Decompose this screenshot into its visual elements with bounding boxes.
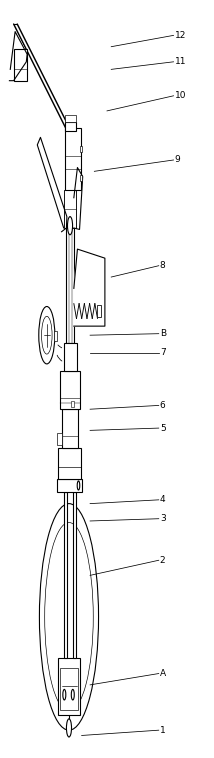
Bar [65,122,76,131]
Circle shape [66,719,71,737]
Text: 6: 6 [160,401,166,410]
Polygon shape [74,168,83,230]
Text: A: A [160,669,166,678]
Bar [64,492,67,659]
Bar [15,49,27,80]
Circle shape [77,481,80,490]
Bar [80,175,82,181]
Polygon shape [9,32,27,80]
Text: 3: 3 [160,514,166,523]
Bar [73,492,76,659]
Bar [80,146,82,152]
Circle shape [42,316,52,354]
Bar [65,114,76,122]
Text: 12: 12 [175,31,186,40]
Bar [65,128,81,190]
Bar [54,330,57,341]
Text: 1: 1 [160,725,166,735]
Bar [64,190,76,228]
Bar [60,371,80,409]
Text: 10: 10 [175,91,186,100]
Bar [57,479,82,492]
Text: 7: 7 [160,348,166,357]
Bar [66,143,74,343]
Circle shape [71,689,74,700]
Bar [97,305,101,317]
Text: 9: 9 [175,155,180,164]
Bar [66,341,74,492]
Circle shape [63,689,66,700]
Text: 4: 4 [160,495,165,504]
Bar [57,434,62,445]
Bar [71,401,74,407]
Circle shape [39,306,55,364]
Text: 2: 2 [160,556,165,565]
Bar [60,669,78,709]
Text: 11: 11 [175,58,186,66]
Bar [58,659,80,715]
Bar [58,449,81,479]
Circle shape [67,217,73,235]
Polygon shape [74,249,105,326]
Bar [62,409,79,449]
Text: B: B [160,329,166,338]
Polygon shape [37,137,67,232]
Text: 8: 8 [160,262,166,270]
Bar [64,343,77,371]
Text: 5: 5 [160,424,166,433]
